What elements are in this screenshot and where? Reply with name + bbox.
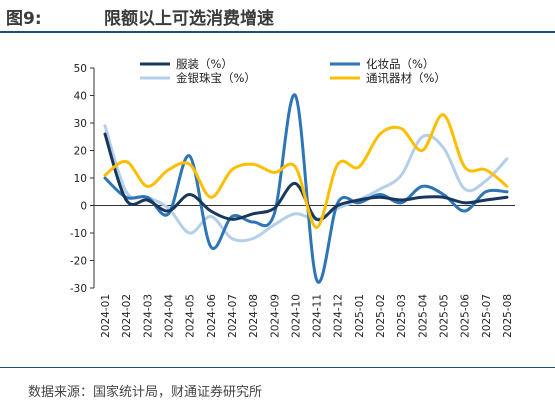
x-tick-label: 2024-05 [185,294,197,338]
y-tick-label: 10 [74,173,87,185]
x-tick-label: 2024-08 [248,294,260,338]
x-tick-label: 2024-06 [206,294,218,338]
line-chart: -30 -20 -10 0 10 20 30 40 50 2024-01 2024-02 2024-0… [70,57,515,338]
x-tick-label: 2024-07 [227,294,239,338]
x-tick-label: 2024-09 [269,294,281,338]
y-tick-label: -20 [70,256,87,268]
y-tick-label: 20 [74,146,87,158]
legend-label: 通讯器材（%） [366,71,446,85]
series-line-3 [103,124,509,243]
x-tick-label: 2024-12 [333,294,345,338]
legend-label: 化妆品（%） [366,57,434,71]
x-tick-label: 2025-02 [375,294,387,338]
header-divider [0,31,555,33]
series-line-4 [103,113,509,230]
x-tick-label: 2025-07 [481,294,493,338]
legend-label: 服装（%） [176,57,233,71]
x-tick-label: 2025-06 [460,294,472,338]
y-tick-label: -30 [70,283,87,295]
footer-divider [0,367,555,368]
y-tick-label: 40 [74,91,87,103]
y-tick-label: 50 [74,63,87,75]
y-tick-label: 30 [74,118,87,130]
x-tick-label: 2024-04 [163,294,175,338]
x-tick-label: 2025-04 [417,294,429,338]
x-tick-label: 2024-02 [121,294,133,338]
figure-label: 图9: [6,9,42,29]
y-tick-label: -10 [70,228,87,240]
legend-label: 金银珠宝（%） [176,71,256,85]
x-tick-label: 2024-03 [142,294,154,338]
x-tick-label: 2024-10 [290,294,302,338]
x-tick-label: 2025-01 [354,294,366,338]
figure-header: 图9: 限额以上可选消费增速 [0,0,555,34]
x-tick-label: 2025-08 [502,294,514,338]
x-tick-label: 2024-11 [312,294,324,338]
page-title: 限额以上可选消费增速 [104,9,274,29]
x-tick-label: 2025-03 [396,294,408,338]
y-tick-label: 0 [80,201,87,213]
x-tick-label: 2025-05 [439,294,451,338]
source-note: 数据来源：国家统计局，财通证券研究所 [28,385,263,400]
series-line-2 [103,93,509,284]
x-tick-label: 2024-01 [100,294,112,338]
